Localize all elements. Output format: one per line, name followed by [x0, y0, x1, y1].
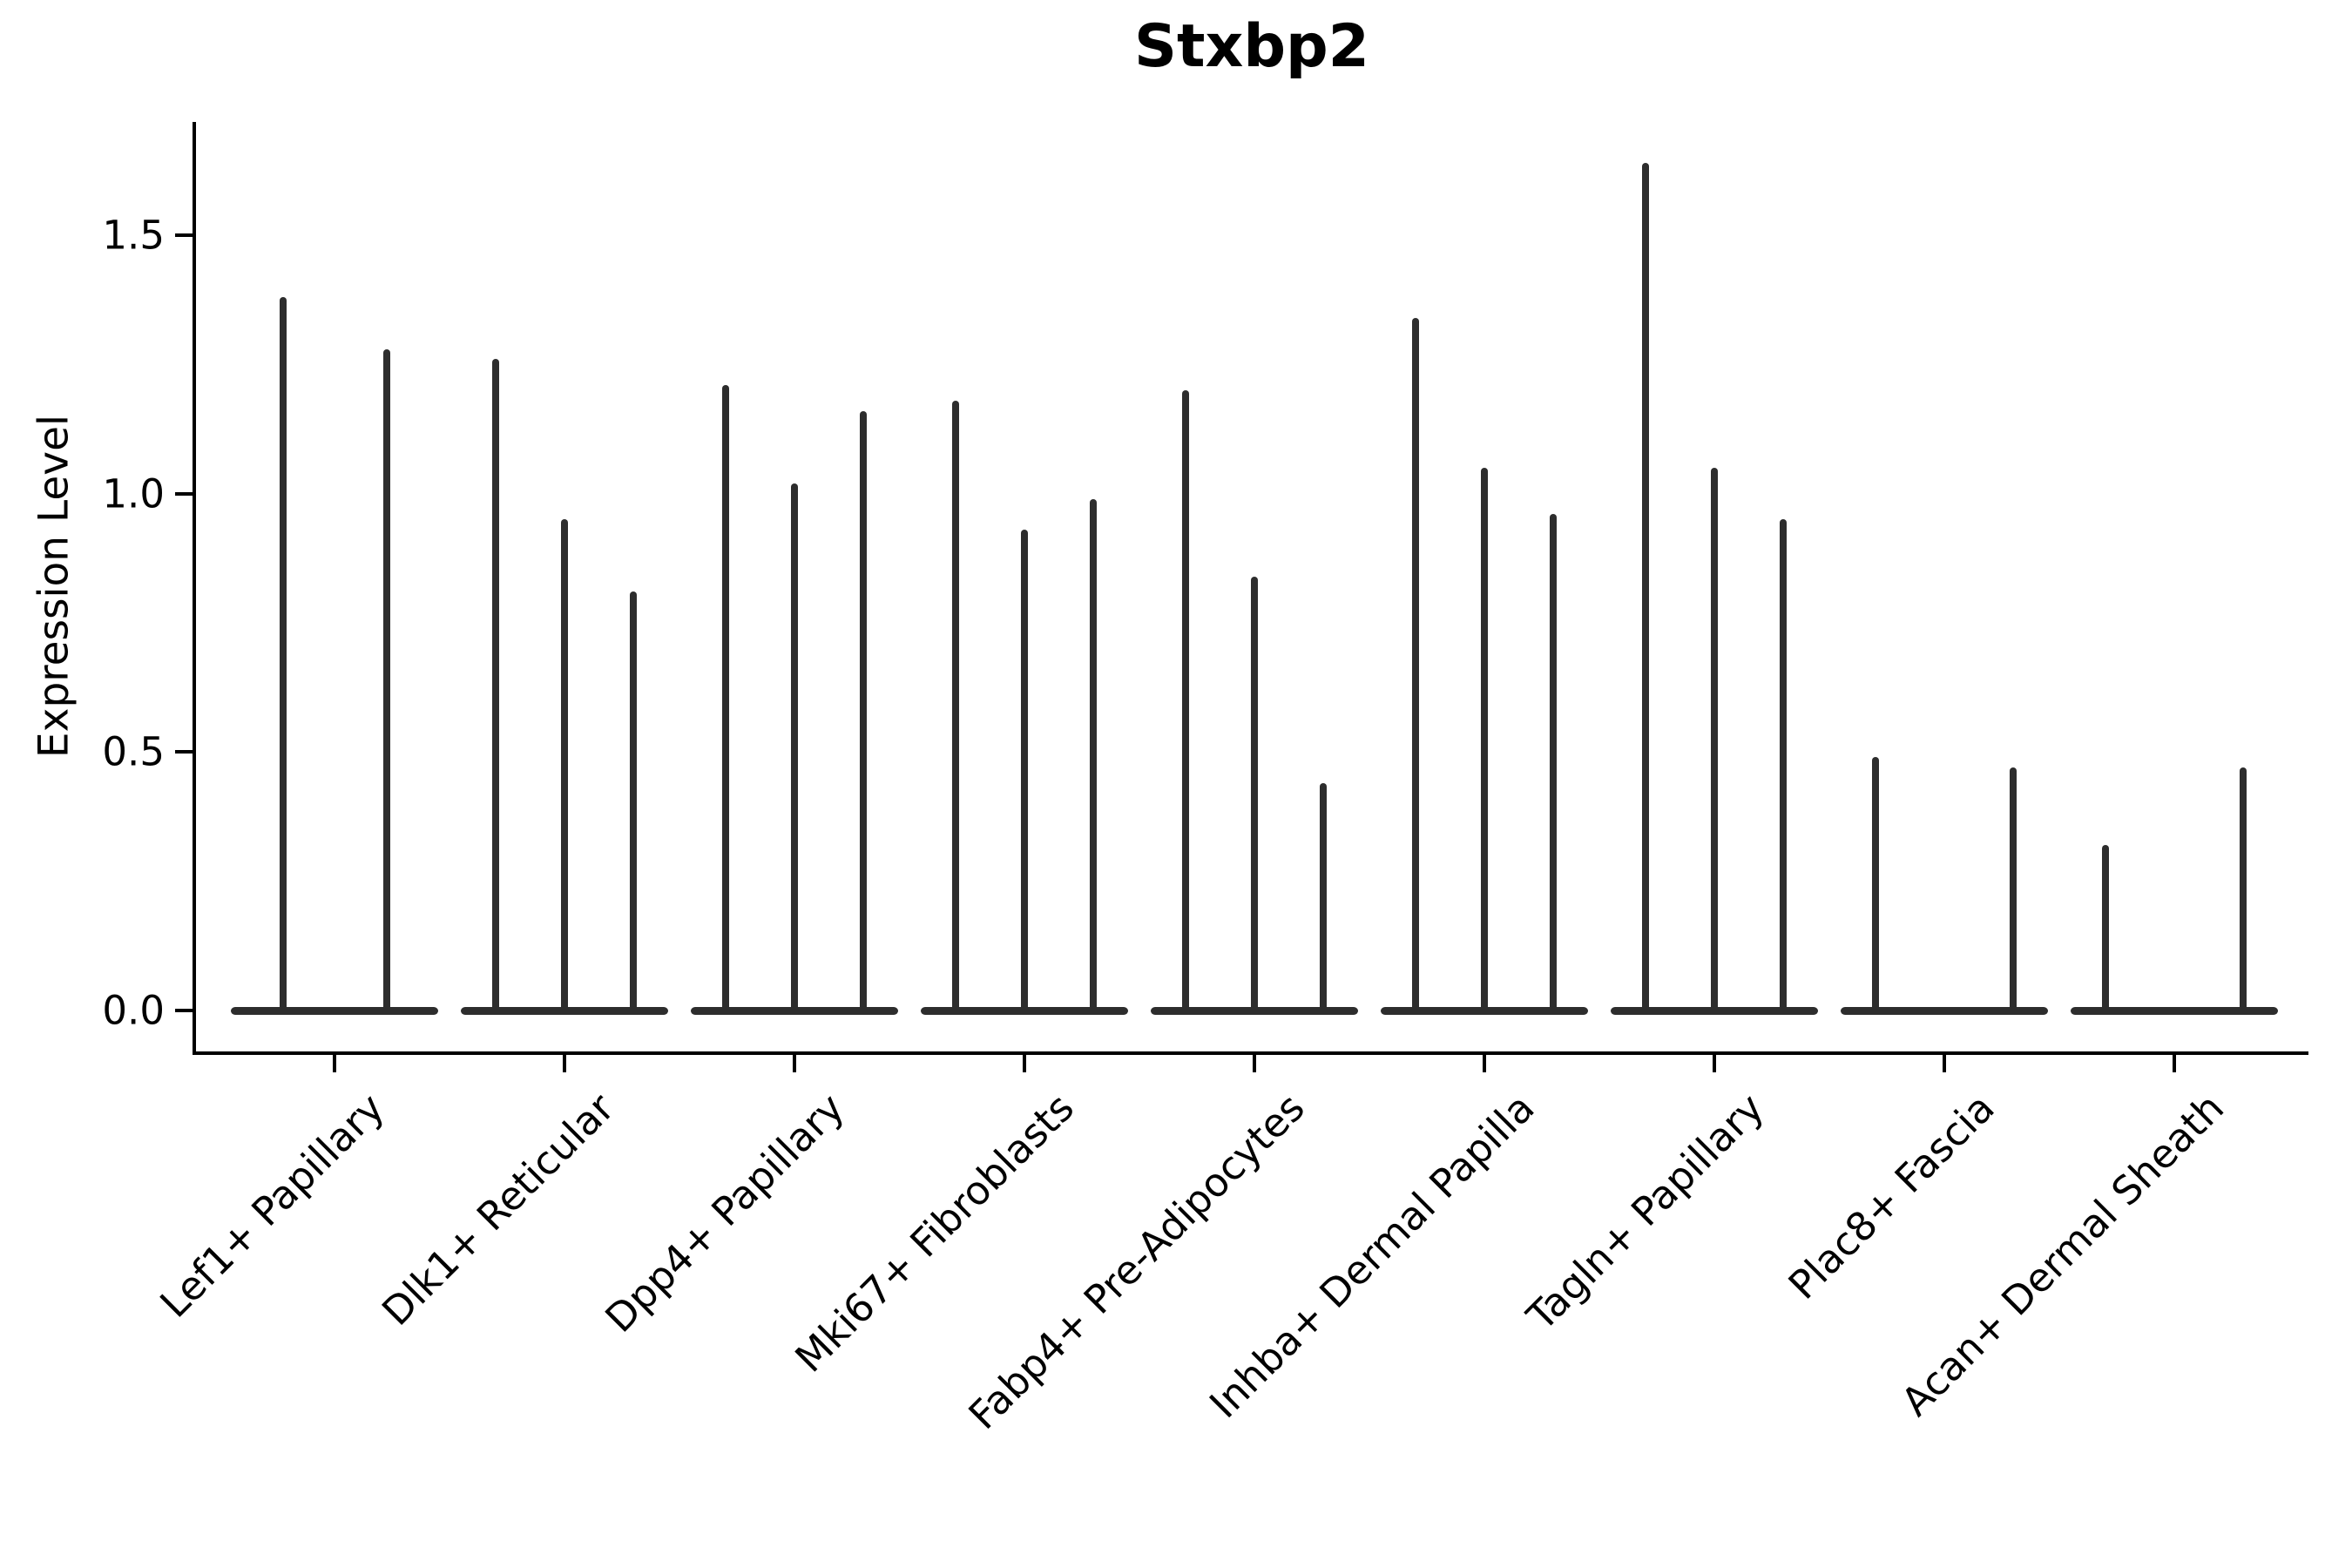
violin-base [921, 1006, 1128, 1015]
violin-spike [721, 385, 729, 1010]
x-axis-line [193, 1051, 2308, 1055]
violin-spike [1320, 782, 1328, 1010]
x-tick-label: Lef1+ Papillary [151, 1085, 394, 1327]
violin-spike [951, 400, 959, 1010]
violin-spike [382, 348, 390, 1010]
violin-base [1381, 1006, 1588, 1015]
y-tick-mark [175, 491, 193, 496]
violin-spike [630, 591, 638, 1010]
violin-spike [1641, 162, 1649, 1010]
chart-title: Stxbp2 [1133, 12, 1370, 81]
violin-spike [561, 519, 568, 1010]
x-tick-mark [1253, 1055, 1256, 1072]
violin-spike [1481, 468, 1488, 1010]
y-tick-label: 0.5 [102, 728, 165, 775]
x-tick-mark [563, 1055, 566, 1072]
y-tick-mark [175, 1009, 193, 1012]
violin-spike [1780, 519, 1788, 1010]
violin-spike [1090, 498, 1098, 1010]
x-tick-label: Tagln+ Papillary [1517, 1085, 1774, 1340]
x-tick-mark [1943, 1055, 1946, 1072]
violin-spike [1550, 514, 1558, 1010]
violin-base [1611, 1006, 1818, 1015]
x-tick-mark [793, 1055, 796, 1072]
violin-base [691, 1006, 898, 1015]
violin-spike [491, 359, 499, 1010]
violin-spike [860, 410, 868, 1010]
x-tick-mark [1713, 1055, 1716, 1072]
violin-spike [1411, 317, 1419, 1010]
violin-base [1151, 1006, 1358, 1015]
violin-spike [1181, 390, 1189, 1010]
x-tick-label: Dpp4+ Papillary [596, 1085, 854, 1342]
y-tick-label: 1.5 [102, 212, 165, 259]
violin-spike [1711, 468, 1718, 1010]
y-tick-label: 0.0 [102, 987, 165, 1034]
x-tick-label: Dlk1+ Reticular [373, 1085, 624, 1335]
violin-spike [1021, 530, 1028, 1010]
violin-spike [1871, 757, 1879, 1010]
violin-spike [791, 483, 798, 1010]
violin-spike [2101, 845, 2109, 1010]
x-tick-mark [1483, 1055, 1486, 1072]
y-tick-mark [175, 233, 193, 238]
violin-base [2071, 1006, 2278, 1015]
violin-spike [279, 297, 287, 1010]
y-tick-mark [175, 750, 193, 754]
x-tick-label: Plac8+ Fascia [1779, 1085, 2004, 1308]
violin-spike [1251, 576, 1258, 1010]
violin-base [1841, 1006, 2048, 1015]
violin-spike [2010, 767, 2017, 1010]
y-axis-label: Expression Level [30, 414, 78, 759]
x-tick-mark [1023, 1055, 1026, 1072]
y-axis-line [193, 122, 196, 1055]
violin-spike [2240, 767, 2247, 1010]
y-tick-label: 1.0 [102, 470, 165, 517]
violin-base [231, 1006, 438, 1015]
x-tick-mark [2173, 1055, 2176, 1072]
x-tick-mark [333, 1055, 336, 1072]
violin-base [461, 1006, 668, 1015]
